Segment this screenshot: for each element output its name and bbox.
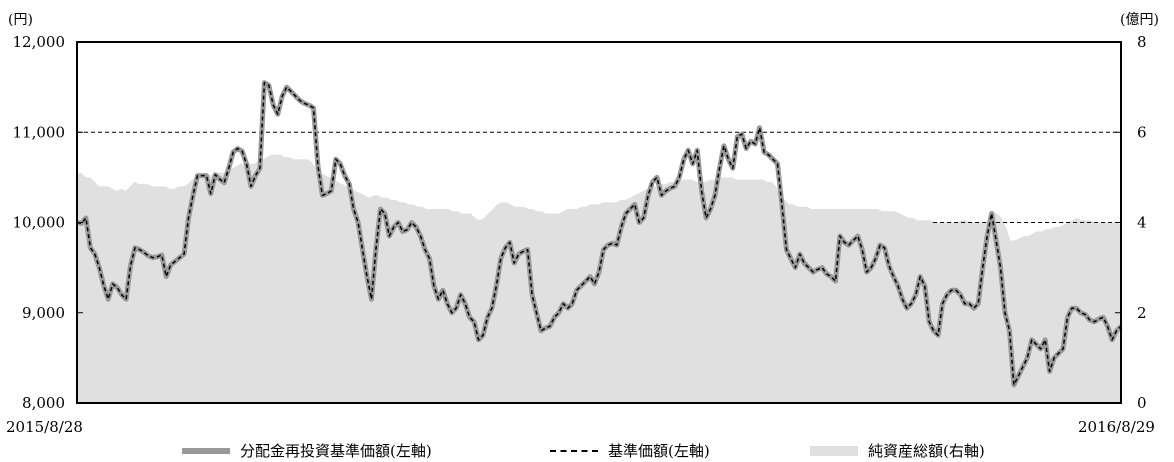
nav-line-layer (76, 80, 1123, 388)
right-tick-label: 6 (1137, 123, 1147, 141)
left-tick-label: 9,000 (22, 304, 65, 322)
right-tick-label: 8 (1137, 33, 1147, 51)
axis-ticks-layer: 12,000 11,000 10,000 9,000 8,000 8 6 4 2 0 (13, 33, 1147, 412)
legend-item-nav: 基準価額(左軸) (550, 440, 710, 461)
left-tick-label: 11,000 (13, 123, 66, 141)
right-tick-label: 0 (1137, 394, 1147, 412)
legend-label: 純資産総額(右軸) (868, 442, 985, 460)
legend: 分配金再投資基準価額(左軸) 基準価額(左軸) 純資産総額(右軸) (0, 440, 1174, 462)
legend-label: 分配金再投資基準価額(左軸) (240, 442, 432, 460)
legend-swatch-dashed (550, 449, 598, 452)
x-end-label: 2016/8/29 (1078, 418, 1155, 436)
chart: 12,000 11,000 10,000 9,000 8,000 8 6 4 2 0 (円) (億… (6, 12, 1159, 436)
legend-label: 基準価額(左軸) (608, 442, 710, 460)
right-tick-label: 2 (1137, 304, 1147, 322)
legend-item-net-assets: 純資産総額(右軸) (810, 440, 985, 461)
left-tick-label: 12,000 (13, 33, 66, 51)
right-axis-unit: (億円) (1120, 12, 1159, 28)
right-tick-label: 4 (1137, 214, 1147, 232)
legend-swatch-solid (182, 447, 230, 454)
legend-item-reinvested-nav: 分配金再投資基準価額(左軸) (182, 440, 432, 461)
left-tick-label: 10,000 (13, 214, 66, 232)
x-start-label: 2015/8/28 (6, 418, 83, 436)
left-tick-label: 8,000 (22, 394, 65, 412)
reference-line-layer (77, 131, 1121, 223)
nav-line (76, 81, 1122, 386)
left-axis-unit: (円) (8, 12, 33, 28)
legend-swatch-area (810, 445, 858, 456)
